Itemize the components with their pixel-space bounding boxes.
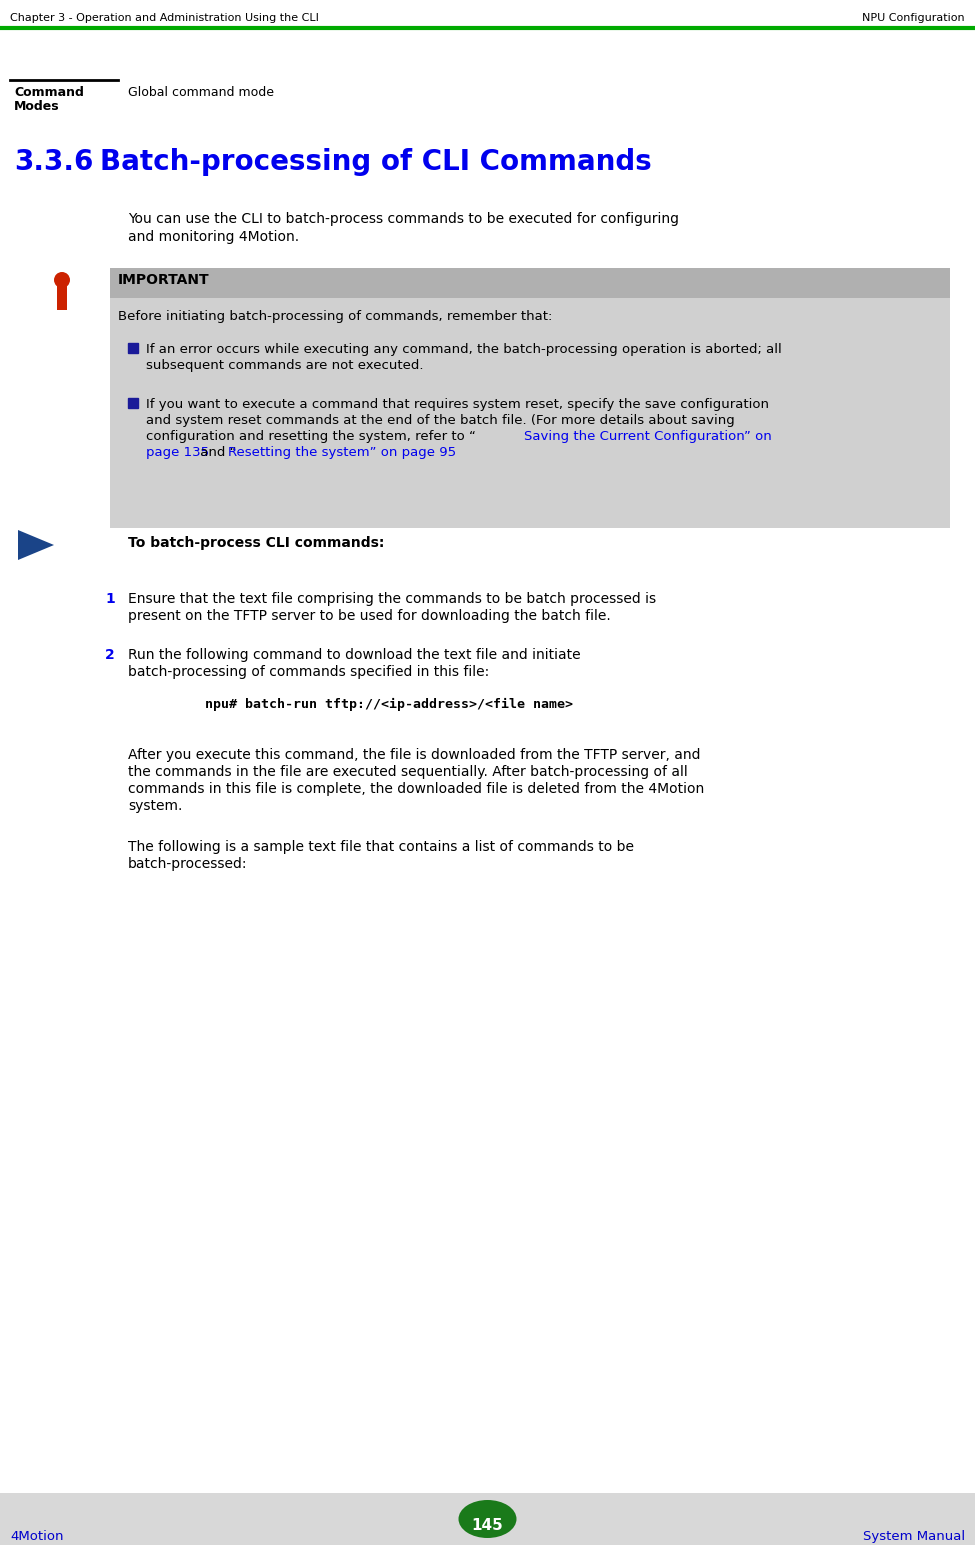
Text: IMPORTANT: IMPORTANT [118,273,210,287]
Ellipse shape [458,1500,517,1537]
FancyBboxPatch shape [110,298,950,528]
Bar [128,399,138,408]
Text: System Manual: System Manual [863,1530,965,1543]
Text: system.: system. [128,799,182,813]
Text: the commands in the file are executed sequentially. After batch-processing of al: the commands in the file are executed se… [128,765,687,779]
Text: To batch-process CLI commands:: To batch-process CLI commands: [128,536,384,550]
Text: If an error occurs while executing any command, the batch-processing operation i: If an error occurs while executing any c… [146,343,782,355]
Text: Global command mode: Global command mode [128,87,274,99]
Text: 1: 1 [105,592,115,606]
Text: Modes: Modes [14,100,59,113]
Text: If you want to execute a command that requires system reset, specify the save co: If you want to execute a command that re… [146,399,769,411]
Text: and system reset commands at the end of the batch file. (For more details about : and system reset commands at the end of … [146,414,735,426]
Text: page 135: page 135 [146,447,209,459]
Text: Saving the Current Configuration” on: Saving the Current Configuration” on [524,430,772,443]
Text: Resetting the system” on page 95: Resetting the system” on page 95 [228,447,456,459]
Text: After you execute this command, the file is downloaded from the TFTP server, and: After you execute this command, the file… [128,748,700,762]
FancyBboxPatch shape [57,284,67,311]
Text: Chapter 3 - Operation and Administration Using the CLI: Chapter 3 - Operation and Administration… [10,12,319,23]
Text: The following is a sample text file that contains a list of commands to be: The following is a sample text file that… [128,840,634,854]
Text: NPU Configuration: NPU Configuration [862,12,965,23]
Text: Before initiating batch-processing of commands, remember that:: Before initiating batch-processing of co… [118,311,553,323]
Text: You can use the CLI to batch-process commands to be executed for configuring: You can use the CLI to batch-process com… [128,212,679,226]
Text: npu# batch-run tftp://<ip-address>/<file name>: npu# batch-run tftp://<ip-address>/<file… [205,698,573,711]
Text: subsequent commands are not executed.: subsequent commands are not executed. [146,358,423,372]
FancyBboxPatch shape [110,267,950,298]
Ellipse shape [54,272,70,287]
Text: 3.3.6: 3.3.6 [14,148,94,176]
Text: batch-processed:: batch-processed: [128,857,248,871]
Text: configuration and resetting the system, refer to “: configuration and resetting the system, … [146,430,476,443]
Text: commands in this file is complete, the downloaded file is deleted from the 4Moti: commands in this file is complete, the d… [128,782,704,796]
FancyBboxPatch shape [0,1492,975,1545]
Text: 145: 145 [472,1519,503,1533]
Text: 4Motion: 4Motion [10,1530,63,1543]
Text: present on the TFTP server to be used for downloading the batch file.: present on the TFTP server to be used fo… [128,609,610,623]
Text: .: . [428,447,432,459]
Text: Ensure that the text file comprising the commands to be batch processed is: Ensure that the text file comprising the… [128,592,656,606]
Text: and monitoring 4Motion.: and monitoring 4Motion. [128,230,299,244]
Text: Command: Command [14,87,84,99]
Text: 2: 2 [105,647,115,661]
Text: batch-processing of commands specified in this file:: batch-processing of commands specified i… [128,664,489,678]
Text: and “: and “ [196,447,237,459]
Polygon shape [18,530,54,559]
Text: Run the following command to download the text file and initiate: Run the following command to download th… [128,647,581,661]
Text: Batch-processing of CLI Commands: Batch-processing of CLI Commands [100,148,651,176]
Bar [128,343,138,352]
